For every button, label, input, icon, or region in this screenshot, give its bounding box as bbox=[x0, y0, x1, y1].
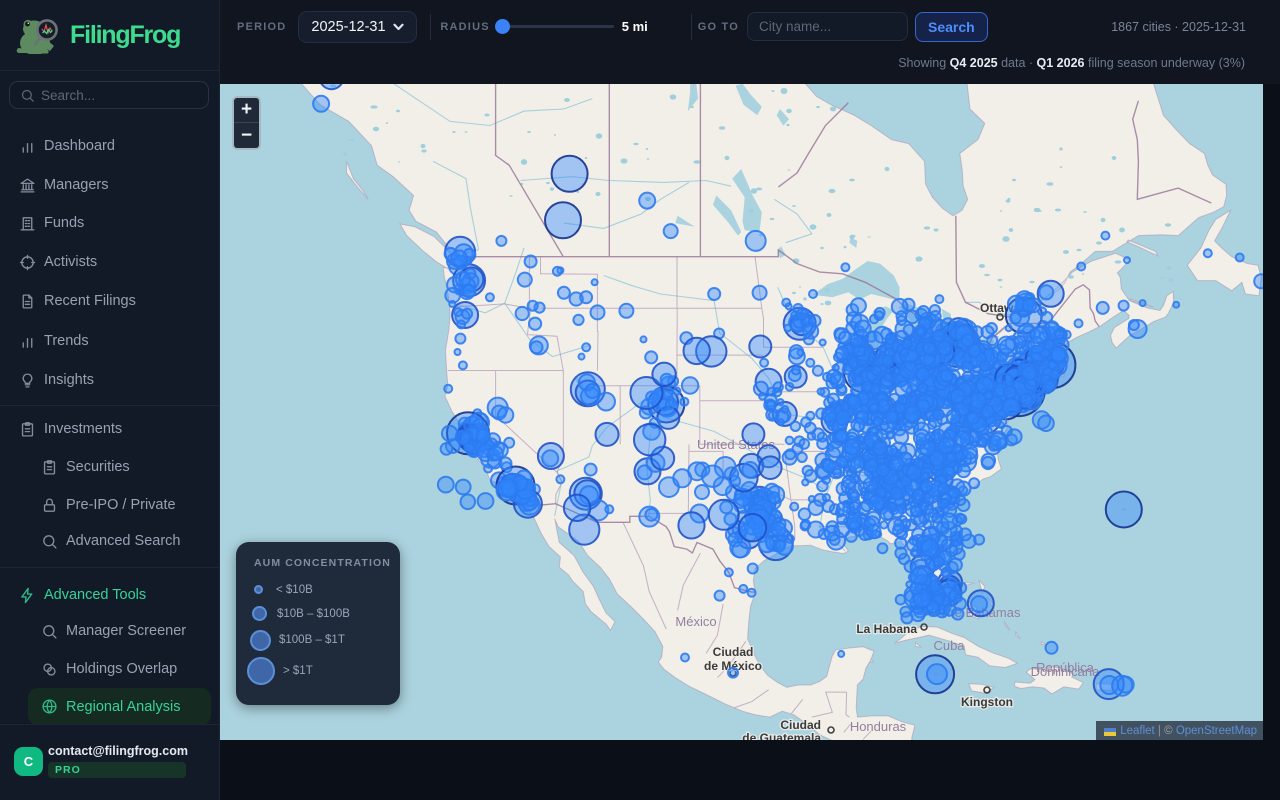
svg-text:Cuba: Cuba bbox=[933, 638, 965, 653]
svg-text:Honduras: Honduras bbox=[850, 719, 907, 734]
svg-text:Ciudad: Ciudad bbox=[780, 718, 821, 732]
svg-text:de México: de México bbox=[704, 659, 762, 673]
svg-text:United States: United States bbox=[697, 437, 776, 452]
svg-text:de Guatemala: de Guatemala bbox=[742, 731, 821, 740]
svg-text:La Habana: La Habana bbox=[856, 622, 917, 636]
svg-text:Ciudad: Ciudad bbox=[713, 645, 754, 659]
svg-text:Dominicana: Dominicana bbox=[1031, 664, 1100, 679]
svg-text:México: México bbox=[675, 614, 716, 629]
svg-text:República: República bbox=[1036, 660, 1095, 675]
svg-text:Kingston: Kingston bbox=[961, 695, 1013, 709]
